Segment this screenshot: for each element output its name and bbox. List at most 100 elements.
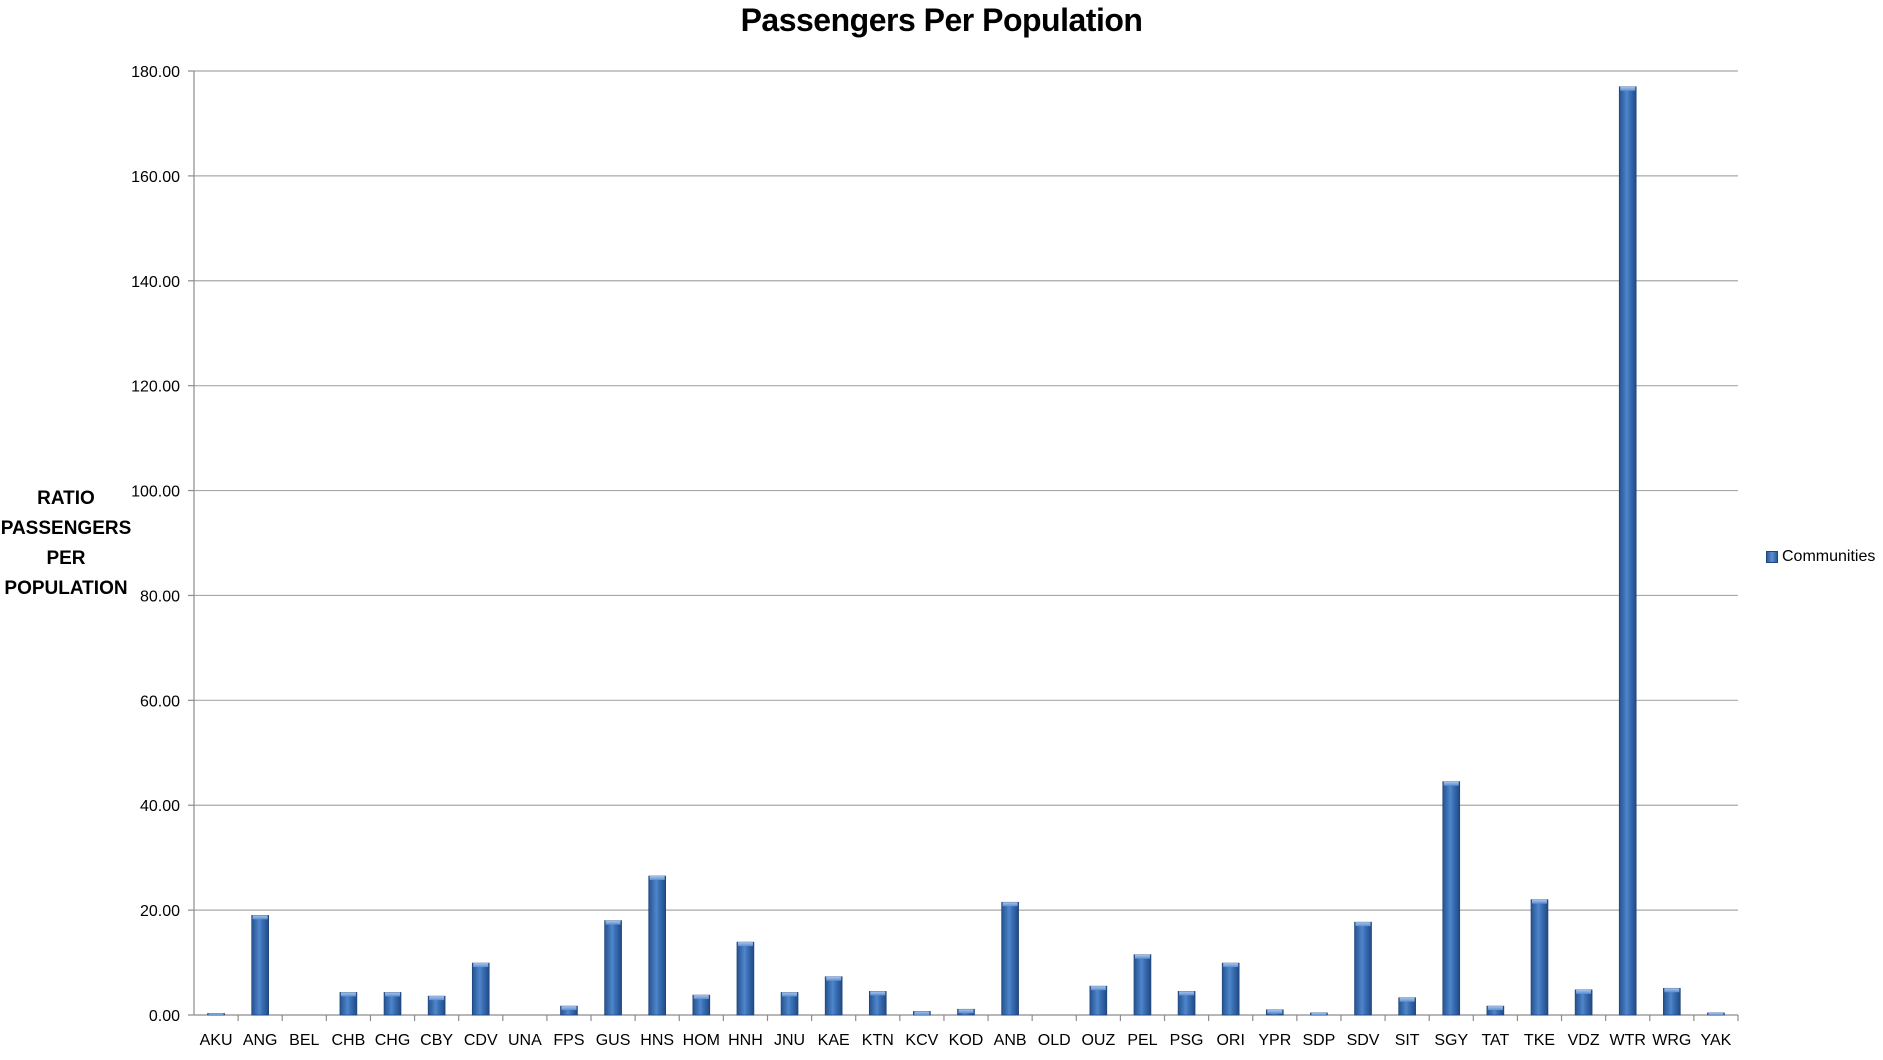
bar-cdv — [471, 962, 490, 1016]
x-tick-label: CDV — [464, 1032, 498, 1049]
bar-cap — [1399, 997, 1415, 1002]
bar-hns — [648, 875, 667, 1016]
bar-gus — [604, 920, 622, 1016]
bar-cap — [1134, 954, 1150, 959]
legend-label: Communities — [1782, 548, 1876, 565]
x-tick-label: ANG — [243, 1032, 278, 1049]
x-tick-label: VDZ — [1568, 1032, 1600, 1049]
x-tick-label: PSG — [1170, 1032, 1204, 1049]
bar-cap — [1531, 899, 1547, 904]
y-axis-title-line: POPULATION — [4, 578, 128, 599]
bar-wrg — [1663, 987, 1681, 1016]
bar-cap — [429, 996, 445, 1001]
x-tick-label: HNH — [728, 1032, 763, 1049]
y-tick-label: 180.00 — [131, 64, 180, 81]
y-tick-label: 60.00 — [140, 693, 180, 710]
y-tick-label: 120.00 — [131, 379, 180, 396]
bar-cap — [252, 915, 268, 920]
y-tick-label: 40.00 — [140, 798, 180, 815]
x-tick-label: TKE — [1524, 1032, 1555, 1049]
x-tick-label: SDP — [1302, 1032, 1335, 1049]
x-tick-label: OLD — [1038, 1032, 1071, 1049]
x-tick-label: TAT — [1481, 1032, 1509, 1049]
y-axis-title: RATIO PASSENGERS PER POPULATION — [0, 484, 132, 604]
bar-cap — [1179, 991, 1195, 996]
bar-cap — [385, 992, 401, 997]
bar-cap — [1620, 86, 1636, 91]
bar-cap — [958, 1009, 974, 1014]
x-tick-label: YAK — [1701, 1032, 1732, 1049]
bar-cap — [208, 1013, 224, 1015]
bar-sdv — [1354, 921, 1372, 1016]
legend: Communities — [1766, 548, 1875, 566]
bars — [207, 86, 1725, 1016]
bar-cap — [1002, 902, 1018, 907]
bar-wtr — [1618, 86, 1637, 1016]
bar-cap — [1223, 963, 1239, 968]
x-tick-label: AKU — [200, 1032, 233, 1049]
x-tick-label: WRG — [1652, 1032, 1691, 1049]
x-tick-label: SGY — [1434, 1032, 1468, 1049]
bar-ori — [1221, 962, 1240, 1016]
x-tick-label: CHB — [332, 1032, 366, 1049]
x-tick-label: FPS — [553, 1032, 584, 1049]
bar-anb — [1001, 901, 1019, 1016]
bar-cap — [1708, 1012, 1724, 1015]
bar-cap — [340, 992, 356, 997]
x-tick-label: GUS — [596, 1032, 631, 1049]
bar-tke — [1530, 899, 1549, 1016]
bar-cap — [1576, 989, 1592, 994]
x-tick-label: SIT — [1395, 1032, 1420, 1049]
x-tick-label: BEL — [289, 1032, 319, 1049]
bar-cap — [914, 1011, 930, 1015]
bar-cap — [1311, 1012, 1327, 1015]
bar-cap — [782, 992, 798, 997]
bar-cap — [1443, 781, 1459, 786]
legend-swatch — [1766, 551, 1778, 563]
bar-pel — [1133, 954, 1152, 1016]
bar-cap — [1355, 922, 1371, 927]
bar-cap — [649, 876, 665, 881]
bar-cap — [1267, 1009, 1283, 1014]
y-tick-label: 20.00 — [140, 903, 180, 920]
y-axis-title-line: PASSENGERS — [0, 518, 132, 539]
x-tick-labels: AKU ANG BEL CHB CHG CBY CDV UNA FPS GUS HNS HOM HNH J… — [200, 1032, 1732, 1049]
x-tick-label: CHG — [375, 1032, 411, 1049]
bar-cap — [826, 976, 842, 981]
bar-cap — [693, 995, 709, 1000]
x-tick-label: PEL — [1127, 1032, 1157, 1049]
x-tick-label: KTN — [862, 1032, 894, 1049]
x-tick-label: KOD — [949, 1032, 984, 1049]
bar-cap — [737, 942, 753, 947]
y-tick-label: 0.00 — [149, 1008, 180, 1025]
x-tick-label: SDV — [1347, 1032, 1380, 1049]
x-tick-label: OUZ — [1081, 1032, 1115, 1049]
y-axis-title-line: PER — [46, 548, 86, 569]
bar-hnh — [736, 941, 755, 1016]
bar-ouz — [1089, 985, 1108, 1016]
x-tick-label: HNS — [640, 1032, 674, 1049]
x-tick-label: UNA — [508, 1032, 542, 1049]
bar-cap — [473, 963, 489, 968]
x-tick-label: ANB — [994, 1032, 1027, 1049]
bar-kae — [824, 976, 843, 1016]
y-tick-label: 100.00 — [131, 484, 180, 501]
bar-cap — [1664, 988, 1680, 993]
bar-cap — [870, 991, 886, 996]
bar-ang — [251, 915, 269, 1016]
bar-cap — [1090, 986, 1106, 991]
y-tick-label: 160.00 — [131, 169, 180, 186]
chart-title: Passengers Per Population — [740, 2, 1143, 38]
bar-cap — [561, 1006, 577, 1011]
x-tick-label: KAE — [818, 1032, 850, 1049]
bar-sgy — [1442, 781, 1461, 1016]
gridlines — [188, 70, 1739, 1021]
x-tick-label: ORI — [1216, 1032, 1244, 1049]
bar-cap — [605, 920, 621, 925]
x-tick-label: CBY — [420, 1032, 453, 1049]
x-tick-label: WTR — [1609, 1032, 1645, 1049]
x-tick-label: JNU — [774, 1032, 805, 1049]
y-axis-title-line: RATIO — [37, 488, 95, 509]
x-tick-label: KCV — [905, 1032, 938, 1049]
